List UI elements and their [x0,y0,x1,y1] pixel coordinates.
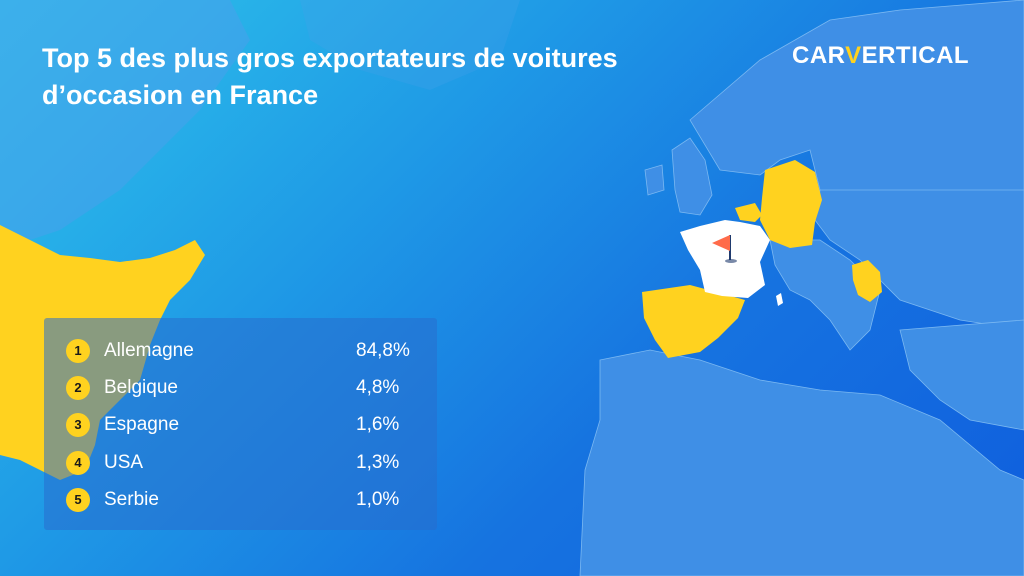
ranking-row: 2 Belgique 4,8% [44,373,437,403]
ranking-row: 1 Allemagne 84,8% [44,336,437,366]
rank-badge: 4 [66,451,90,475]
logo-part-v: V [845,42,862,69]
ranking-row: 5 Serbie 1,0% [44,485,437,515]
rank-badge: 2 [66,376,90,400]
france-shape [680,220,770,298]
share-value: 1,6% [356,414,400,435]
rank-badge: 3 [66,413,90,437]
flag-icon [712,235,737,263]
logo-part-car: CAR [792,42,846,69]
country-label: Espagne [104,414,180,435]
country-label: Serbie [104,489,159,510]
country-label: Allemagne [104,340,194,361]
share-value: 1,3% [356,452,400,473]
page-title: Top 5 des plus gros exportateurs de voit… [42,43,618,110]
rank-badge: 5 [66,488,90,512]
germany-shape [760,160,822,248]
carvertical-logo: CARVERTICAL [792,42,969,70]
share-value: 1,0% [356,489,400,510]
country-label: Belgique [104,377,178,398]
share-value: 84,8% [356,340,410,361]
background-land [0,0,520,250]
ranking-row: 4 USA 1,3% [44,448,437,478]
corsica-shape [776,293,783,306]
country-label: USA [104,452,144,473]
rank-badge: 1 [66,339,90,363]
serbia-shape [852,260,882,302]
spain-shape [642,285,745,358]
belgium-shape [735,203,762,222]
ranking-row: 3 Espagne 1,6% [44,410,437,440]
logo-part-ertical: ERTICAL [861,42,970,69]
ranking-panel: 1 Allemagne 84,8% 2 Belgique 4,8% 3 Espa… [44,318,437,530]
share-value: 4,8% [356,377,400,398]
